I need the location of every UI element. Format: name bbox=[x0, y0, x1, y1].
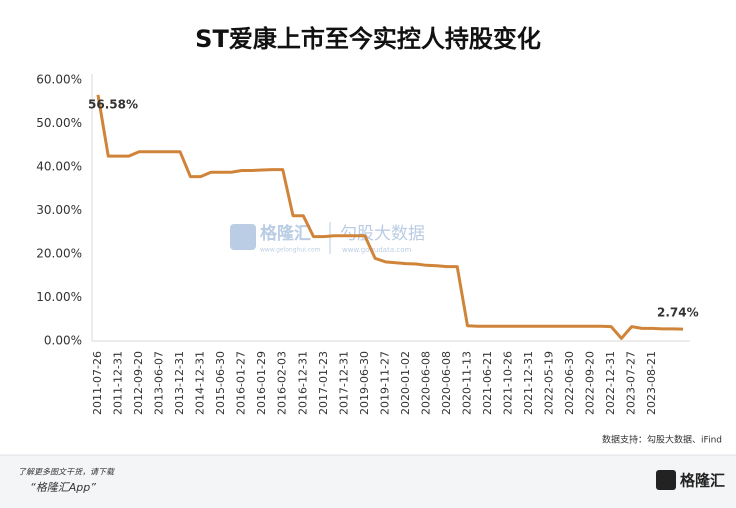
data-label: 56.58% bbox=[88, 97, 138, 111]
x-tick-label: 2021-10-26 bbox=[502, 351, 515, 415]
chart-title: ST爱康上市至今实控人持股变化 bbox=[195, 25, 541, 53]
x-tick-label: 2011-07-26 bbox=[91, 351, 104, 415]
watermark-partner-url: www.gogudata.com bbox=[342, 246, 411, 254]
y-tick-label: 50.00% bbox=[36, 116, 82, 130]
x-tick-label: 2013-06-07 bbox=[153, 351, 166, 415]
x-tick-label: 2016-01-29 bbox=[255, 351, 268, 415]
y-tick-label: 30.00% bbox=[36, 203, 82, 217]
footer-logo-icon bbox=[656, 470, 676, 490]
x-tick-label: 2020-06-08 bbox=[440, 351, 453, 415]
x-tick-label: 2016-01-27 bbox=[235, 351, 248, 415]
watermark-brand: 格隆汇 bbox=[260, 223, 311, 244]
x-tick-label: 2023-08-21 bbox=[645, 351, 658, 415]
footer-logo: 格隆汇 bbox=[680, 472, 725, 490]
x-tick-label: 2020-11-13 bbox=[460, 351, 473, 415]
x-tick-label: 2011-12-31 bbox=[112, 351, 125, 415]
footer-text: 了解更多图文干货，请下载 bbox=[18, 468, 115, 477]
x-tick-label: 2021-12-31 bbox=[522, 351, 535, 415]
x-tick-label: 2019-06-30 bbox=[358, 351, 371, 415]
x-tick-label: 2020-01-02 bbox=[399, 351, 412, 415]
x-tick-label: 2017-12-31 bbox=[337, 351, 350, 415]
x-tick-label: 2022-06-30 bbox=[563, 351, 576, 415]
x-tick-label: 2012-09-20 bbox=[132, 351, 145, 415]
x-tick-label: 2022-12-31 bbox=[604, 351, 617, 415]
x-tick-label: 2013-12-31 bbox=[173, 351, 186, 415]
x-tick-label: 2015-06-30 bbox=[214, 351, 227, 415]
x-tick-label: 2014-12-31 bbox=[194, 351, 207, 415]
y-tick-label: 10.00% bbox=[36, 290, 82, 304]
footer-app: “格隆汇App” bbox=[30, 481, 96, 494]
x-tick-label: 2023-07-27 bbox=[625, 351, 638, 415]
y-tick-label: 40.00% bbox=[36, 160, 82, 174]
x-tick-label: 2016-02-03 bbox=[276, 351, 289, 415]
x-tick-label: 2017-01-23 bbox=[317, 351, 330, 415]
x-tick-label: 2021-06-21 bbox=[481, 351, 494, 415]
y-tick-label: 20.00% bbox=[36, 247, 82, 261]
watermark-icon bbox=[230, 224, 256, 250]
x-tick-label: 2022-09-20 bbox=[584, 351, 597, 415]
watermark: 格隆汇 www.gelonghui.com 勾股大数据 www.gogudata… bbox=[230, 222, 425, 254]
x-tick-label: 2022-05-19 bbox=[543, 351, 556, 415]
x-tick-label: 2019-11-27 bbox=[378, 351, 391, 415]
x-tick-label: 2016-12-31 bbox=[296, 351, 309, 415]
y-tick-label: 0.00% bbox=[44, 334, 82, 348]
data-label: 2.74% bbox=[657, 306, 699, 320]
y-tick-label: 60.00% bbox=[36, 73, 82, 87]
source-note: 数据支持：勾股大数据、iFind bbox=[602, 434, 722, 446]
x-tick-label: 2020-06-08 bbox=[419, 351, 432, 415]
watermark-partner: 勾股大数据 bbox=[340, 224, 425, 244]
watermark-url: www.gelonghui.com bbox=[260, 247, 321, 254]
data-line bbox=[96, 94, 684, 340]
footer-band bbox=[0, 455, 736, 508]
